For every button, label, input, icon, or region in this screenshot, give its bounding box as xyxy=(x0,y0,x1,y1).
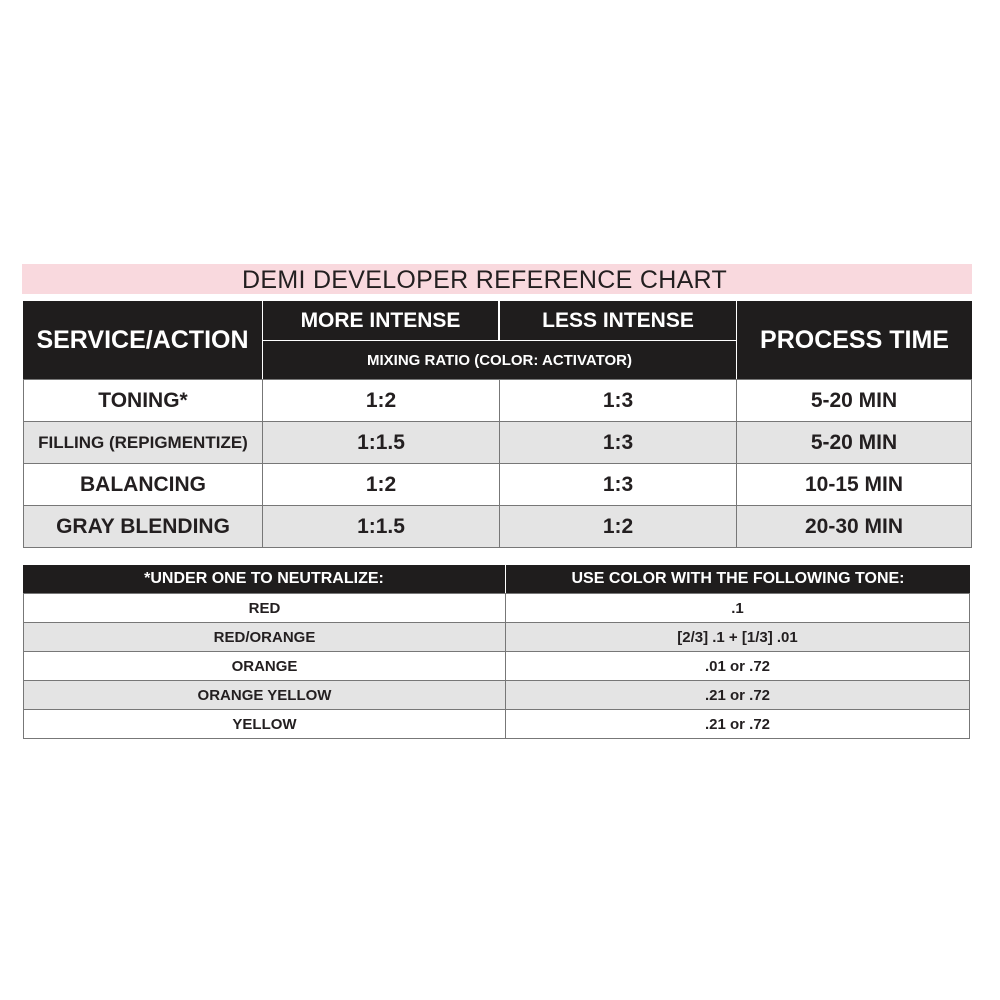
cell-more: 1:2 xyxy=(262,463,500,506)
cell-use-tone: .21 or .72 xyxy=(505,709,970,739)
cell-service: TONING* xyxy=(23,379,263,422)
title-banner: DEMI DEVELOPER REFERENCE CHART xyxy=(22,264,972,294)
cell-service: BALANCING xyxy=(23,463,263,506)
cell-use-tone: .01 or .72 xyxy=(505,651,970,681)
cell-less: 1:2 xyxy=(499,505,737,548)
cell-service: GRAY BLENDING xyxy=(23,505,263,548)
chart-title: DEMI DEVELOPER REFERENCE CHART xyxy=(242,266,728,294)
cell-under-tone: RED/ORANGE xyxy=(23,622,506,652)
cell-more: 1:2 xyxy=(262,379,500,422)
header-under-tone: *UNDER ONE TO NEUTRALIZE: xyxy=(23,565,505,593)
cell-time: 5-20 MIN xyxy=(736,379,972,422)
cell-under-tone: RED xyxy=(23,593,506,623)
cell-under-tone: ORANGE xyxy=(23,651,506,681)
header-mixing-ratio: MIXING RATIO (COLOR: ACTIVATOR) xyxy=(263,341,736,379)
cell-service: FILLING (REPIGMENTIZE) xyxy=(23,421,263,464)
header-more-intense: MORE INTENSE xyxy=(263,301,498,340)
cell-more: 1:1.5 xyxy=(262,421,500,464)
header-less-intense: LESS INTENSE xyxy=(500,301,736,340)
cell-less: 1:3 xyxy=(499,421,737,464)
cell-less: 1:3 xyxy=(499,463,737,506)
header-service: SERVICE/ACTION xyxy=(23,301,262,379)
cell-more: 1:1.5 xyxy=(262,505,500,548)
cell-time: 5-20 MIN xyxy=(736,421,972,464)
header-use-tone: USE COLOR WITH THE FOLLOWING TONE: xyxy=(506,565,970,593)
cell-use-tone: .1 xyxy=(505,593,970,623)
cell-time: 20-30 MIN xyxy=(736,505,972,548)
cell-under-tone: YELLOW xyxy=(23,709,506,739)
cell-use-tone: [2/3] .1 + [1/3] .01 xyxy=(505,622,970,652)
cell-time: 10-15 MIN xyxy=(736,463,972,506)
cell-less: 1:3 xyxy=(499,379,737,422)
cell-use-tone: .21 or .72 xyxy=(505,680,970,710)
header-process-time: PROCESS TIME xyxy=(737,301,972,379)
cell-under-tone: ORANGE YELLOW xyxy=(23,680,506,710)
